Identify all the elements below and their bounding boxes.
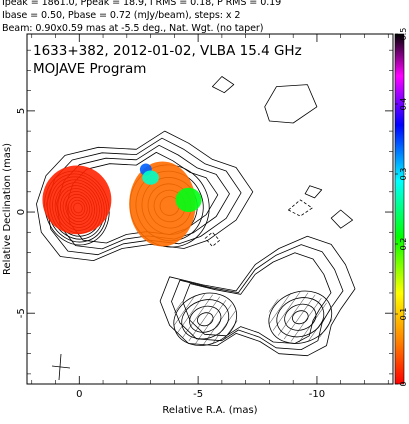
island-contour (330, 209, 353, 229)
lobe-contour (292, 310, 309, 325)
header-line-2: Ibase = 0.50, Pbase = 0.72 (mJy/beam), s… (2, 10, 241, 21)
polarization-patch (175, 187, 202, 213)
x-tick-label: -5 (193, 389, 203, 400)
polarization-patch (142, 170, 159, 185)
y-tick-label: -5 (16, 308, 27, 318)
y-tick-label: 0 (16, 209, 27, 215)
lobe-contour (268, 290, 333, 344)
header-line-1: Ipeak = 1861.0, Ppeak = 18.9, I RMS = 0.… (2, 0, 282, 8)
colorbar-tick-label: 0.5 (399, 28, 408, 41)
colorbar-tick-label: 0.1 (399, 308, 408, 321)
colorbar-tick-label: 0 (399, 381, 408, 386)
beam-marker (51, 353, 71, 381)
polarization-patch (42, 165, 112, 235)
lobe-hatching (268, 291, 333, 343)
colorbar-tick-label: 0.2 (399, 238, 408, 251)
jet-envelope-contour (56, 144, 230, 250)
polarization-layer (42, 161, 202, 247)
lobe-contour (189, 305, 222, 333)
axis-ticks: 0 -5 -10 5 0 -5 (16, 34, 393, 400)
colorbar-tick-label: 0.4 (399, 98, 408, 111)
plot-subtitle: MOJAVE Program (33, 61, 146, 77)
jet-envelope-contour (66, 152, 219, 244)
jet-envelope-contour (46, 137, 242, 256)
header-line-3: Beam: 0.90x0.59 mas at -5.5 deg., Nat. W… (2, 23, 264, 34)
negative-contour (204, 231, 220, 247)
y-axis-label: Relative Declination (mas) (2, 143, 13, 275)
island-contour (264, 84, 318, 124)
y-tick-label: 5 (16, 108, 27, 114)
southern-lobe-contour (159, 235, 356, 357)
plot-title: 1633+382, 2012-01-02, VLBA 15.4 GHz (33, 43, 302, 59)
lobe-contour (197, 312, 214, 327)
x-tick-label: -10 (309, 389, 325, 400)
island-contour (212, 76, 235, 94)
x-axis-label: Relative R.A. (mas) (162, 405, 257, 416)
colorbar-tick-label: 0.3 (399, 168, 408, 181)
lobe-hatching (173, 293, 238, 345)
lobe-contour (173, 292, 238, 346)
lobe-contour (284, 303, 317, 331)
plot-frame (26, 33, 394, 385)
lobe-contour (276, 297, 325, 338)
x-tick-label: 0 (76, 389, 82, 400)
colorbar-ticks: 0 0.1 0.2 0.3 0.4 0.5 (395, 28, 408, 387)
negative-contour (288, 199, 313, 217)
island-contour (304, 185, 323, 199)
colorbar (394, 33, 405, 385)
lobe-contour (181, 299, 230, 340)
jet-envelope-contour (36, 130, 254, 261)
